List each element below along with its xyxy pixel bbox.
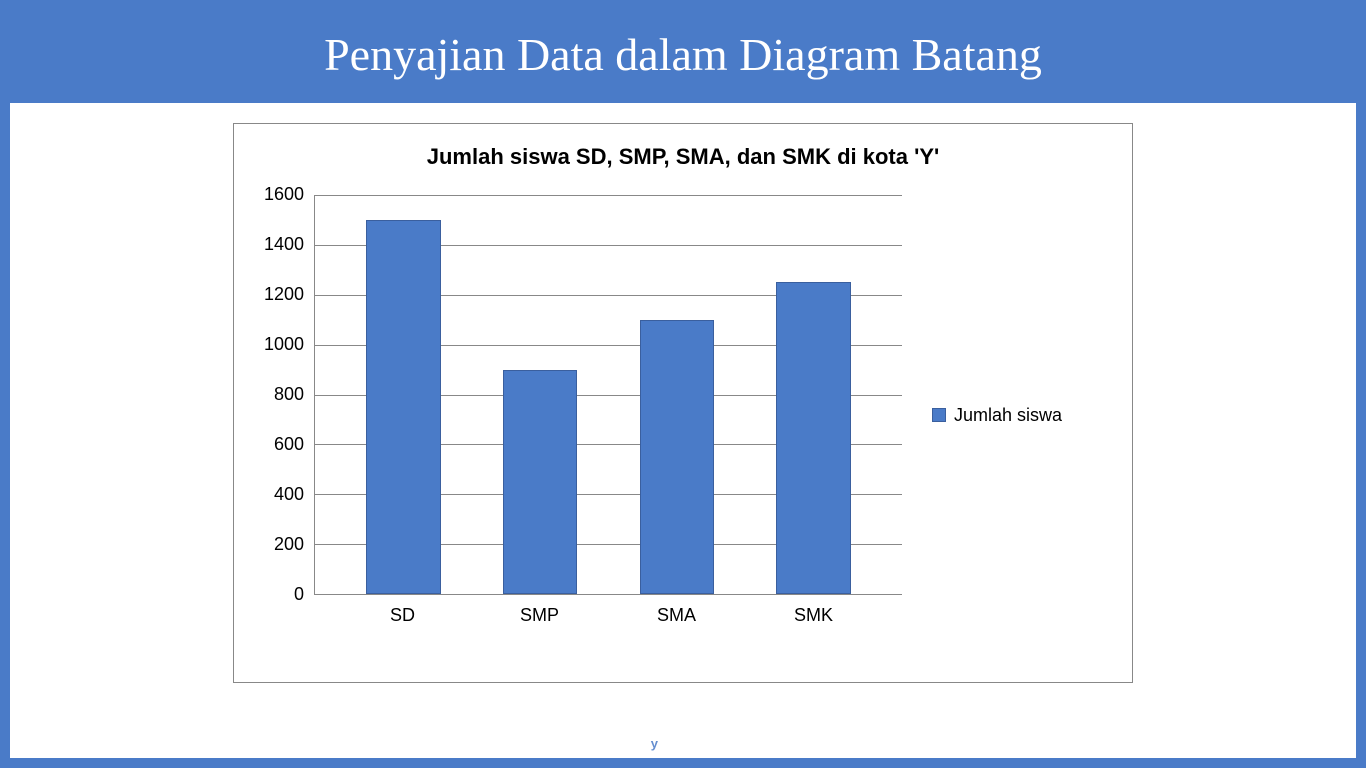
- bars-container: [315, 195, 902, 594]
- page-title: Penyajian Data dalam Diagram Batang: [10, 10, 1356, 103]
- legend-item: Jumlah siswa: [932, 405, 1062, 426]
- watermark-badge: y: [645, 734, 663, 752]
- plot-area: [314, 195, 902, 595]
- x-axis-label: SMK: [753, 605, 874, 626]
- watermark: y uksinau: [645, 734, 720, 752]
- bar-slot: [343, 195, 463, 594]
- bar-slot: [753, 195, 873, 594]
- x-axis-label: SMA: [616, 605, 737, 626]
- watermark-text: uksinau: [665, 734, 720, 752]
- bar-smk: [776, 282, 851, 594]
- legend-label: Jumlah siswa: [954, 405, 1062, 426]
- bar-sd: [366, 220, 441, 594]
- bar-smp: [503, 370, 578, 594]
- x-axis-label: SD: [342, 605, 463, 626]
- legend-swatch: [932, 408, 946, 422]
- plot-wrap: 16001400120010008006004002000 SD SMP SMA SM…: [264, 195, 902, 635]
- bar-slot: [480, 195, 600, 594]
- chart-title: Jumlah siswa SD, SMP, SMA, dan SMK di ko…: [264, 144, 1102, 170]
- outer-frame: Penyajian Data dalam Diagram Batang Juml…: [0, 0, 1366, 768]
- chart-container: Jumlah siswa SD, SMP, SMA, dan SMK di ko…: [233, 123, 1133, 683]
- bar-slot: [617, 195, 737, 594]
- chart-body: 16001400120010008006004002000 SD SMP SMA SM…: [264, 195, 1102, 635]
- x-axis: SD SMP SMA SMK: [314, 595, 902, 626]
- bar-sma: [640, 320, 715, 594]
- plot-column: SD SMP SMA SMK: [314, 195, 902, 635]
- content-area: Jumlah siswa SD, SMP, SMA, dan SMK di ko…: [10, 103, 1356, 758]
- y-axis: 16001400120010008006004002000: [264, 195, 314, 595]
- x-axis-label: SMP: [479, 605, 600, 626]
- legend: Jumlah siswa: [902, 195, 1102, 635]
